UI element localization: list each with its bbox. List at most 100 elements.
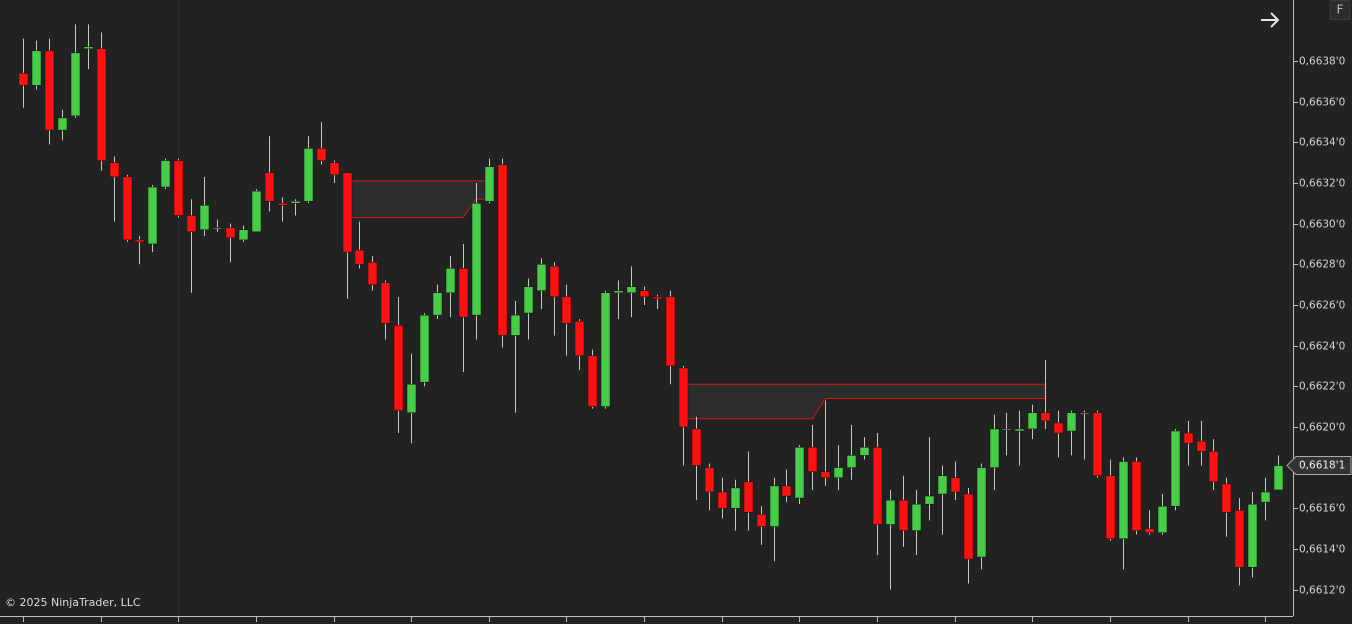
candle-body (432, 292, 443, 316)
candle-body (44, 50, 55, 131)
candle-body (846, 455, 857, 468)
candle-body (911, 503, 922, 531)
candle-body (1208, 451, 1219, 483)
candle-body (160, 160, 171, 188)
candle-body (342, 172, 353, 253)
y-tick-label: 0,6624'0 (1299, 341, 1345, 353)
candle-body (794, 447, 805, 499)
candle-body (859, 447, 870, 456)
candle-body (109, 162, 120, 178)
candle-body (251, 190, 262, 233)
candle-body (1221, 483, 1232, 513)
candle-body (1247, 503, 1258, 568)
candle-body (1144, 528, 1155, 533)
candle-body (212, 227, 223, 229)
candle-body (523, 286, 534, 314)
candle-body (743, 481, 754, 513)
candle-body (1027, 412, 1038, 430)
candle-body (1260, 491, 1271, 503)
candle-body (303, 148, 314, 202)
candle-body (380, 282, 391, 324)
candle-body (70, 52, 81, 117)
candle-body (574, 320, 585, 357)
candle-body (1079, 412, 1090, 414)
candle-body (1053, 422, 1064, 434)
f-button[interactable]: F (1330, 0, 1350, 20)
y-tick-label: 0,6634'0 (1299, 137, 1345, 149)
y-tick-label: 0,6630'0 (1299, 219, 1345, 231)
candle-body (1170, 430, 1181, 507)
candle-body (950, 477, 961, 493)
candle-body (561, 296, 572, 324)
candle-body (1105, 475, 1116, 539)
candle-body (976, 467, 987, 558)
y-tick-label: 0,6628'0 (1299, 259, 1345, 271)
y-tick-label: 0,6620'0 (1299, 422, 1345, 434)
candle-body (989, 428, 1000, 468)
candle-body (406, 383, 417, 413)
y-tick-label: 0,6622'0 (1299, 381, 1345, 393)
candle-body (1273, 465, 1284, 491)
candle-body (367, 262, 378, 285)
candle-body (510, 314, 521, 336)
candle-body (458, 268, 469, 318)
candle-body (471, 203, 482, 316)
candle-body (613, 290, 624, 294)
candle-body (290, 201, 301, 204)
last-price-label: 0,6618'1 (1299, 460, 1345, 472)
candle-body (225, 227, 236, 239)
candle-body (419, 314, 430, 383)
candle-body (807, 447, 818, 472)
candle-body (1234, 510, 1245, 568)
candle-body (1040, 412, 1051, 422)
candle-body (626, 286, 637, 294)
candle-body (587, 355, 598, 407)
candle-body (1001, 428, 1012, 431)
candle-body (83, 46, 94, 50)
candle-body (1183, 432, 1194, 444)
candles (18, 24, 1284, 590)
arrow-icon-path (1261, 12, 1280, 28)
candle-body (833, 467, 844, 479)
candle-body (264, 172, 275, 202)
f-button-box (1330, 0, 1350, 20)
candle-body (781, 485, 792, 497)
y-tick-label: 0,6638'0 (1299, 56, 1345, 68)
y-tick-label: 0,6626'0 (1299, 300, 1345, 312)
candle-body (536, 264, 547, 291)
candle-body (924, 495, 935, 505)
candle-body (96, 48, 107, 161)
last-price-marker (1286, 456, 1352, 476)
candle-body (717, 491, 728, 509)
candle-body (122, 176, 133, 241)
candle-body (652, 296, 663, 300)
candle-body (1118, 461, 1129, 539)
candle-body (1131, 461, 1142, 531)
candle-body (549, 266, 560, 298)
candle-body (678, 367, 689, 428)
y-tick-label: 0,6632'0 (1299, 178, 1345, 190)
candle-body (497, 164, 508, 336)
y-tick-label: 0,6616'0 (1299, 503, 1345, 515)
f-button-label: F (1337, 3, 1344, 17)
candle-body (316, 148, 327, 161)
candle-body (820, 471, 831, 479)
candle-body (1066, 412, 1077, 432)
x-ticks (23, 616, 1266, 622)
candle-body (186, 215, 197, 233)
candle-body (1014, 428, 1025, 432)
candle-body (963, 493, 974, 560)
candle-body (134, 239, 145, 243)
arrow-icon[interactable] (1261, 12, 1280, 28)
candle-body (484, 166, 495, 202)
candle-body (147, 186, 158, 245)
candle-body (173, 160, 184, 216)
candle-body (18, 72, 29, 86)
candle-body (199, 205, 210, 230)
candle-body (393, 325, 404, 411)
candle-body (704, 467, 715, 493)
candle-body (665, 296, 676, 367)
y-tick-label: 0,6636'0 (1299, 97, 1345, 109)
candle-body (1157, 505, 1168, 533)
